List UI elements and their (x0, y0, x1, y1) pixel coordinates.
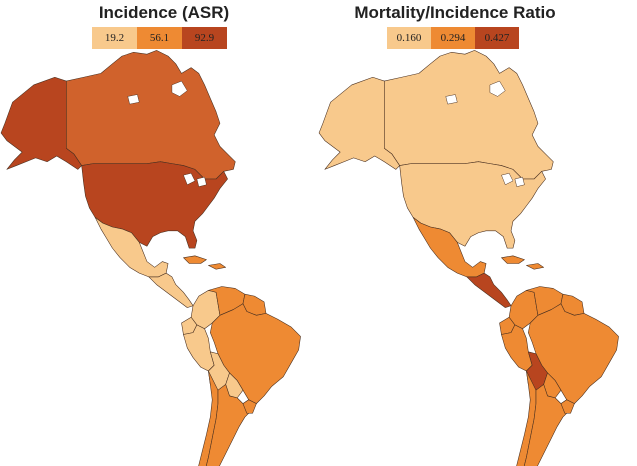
lake-4 (196, 176, 207, 187)
incidence-legend-high: 92.9 (182, 27, 227, 49)
region-mexico (94, 217, 169, 278)
region-argentina (205, 384, 253, 466)
incidence-map-title: Incidence (ASR) (98, 3, 230, 22)
region-central-america (466, 272, 512, 308)
incidence-legend-mid: 56.1 (137, 27, 182, 49)
region-argentina (523, 384, 571, 466)
region-caribbean (501, 255, 544, 270)
region-mexico (412, 217, 487, 278)
region-canada (66, 50, 236, 180)
region-alaska (0, 76, 82, 170)
lake-4 (514, 176, 525, 187)
lake-2 (127, 94, 140, 105)
lake-2 (445, 94, 458, 105)
region-caribbean (183, 255, 226, 270)
mortality-ratio-map (318, 50, 619, 466)
lake-3 (183, 172, 196, 186)
mortality-ratio-map-title: Mortality/Incidence Ratio (354, 3, 556, 22)
lake-3 (501, 172, 514, 186)
region-alaska (318, 76, 400, 170)
lake-1 (171, 80, 188, 97)
ratio-legend-low: 0.160 (387, 27, 431, 49)
region-uruguay (560, 399, 575, 414)
incidence-legend-low: 19.2 (92, 27, 137, 49)
incidence-legend: 19.2 56.1 92.9 (92, 27, 227, 49)
region-central-america (148, 272, 194, 308)
region-uruguay (242, 399, 257, 414)
incidence-map (0, 50, 301, 466)
ratio-legend-mid: 0.294 (431, 27, 475, 49)
lake-1 (489, 80, 506, 97)
ratio-legend-high: 0.427 (475, 27, 519, 49)
mortality-ratio-legend: 0.160 0.294 0.427 (387, 27, 519, 49)
region-canada (384, 50, 554, 180)
